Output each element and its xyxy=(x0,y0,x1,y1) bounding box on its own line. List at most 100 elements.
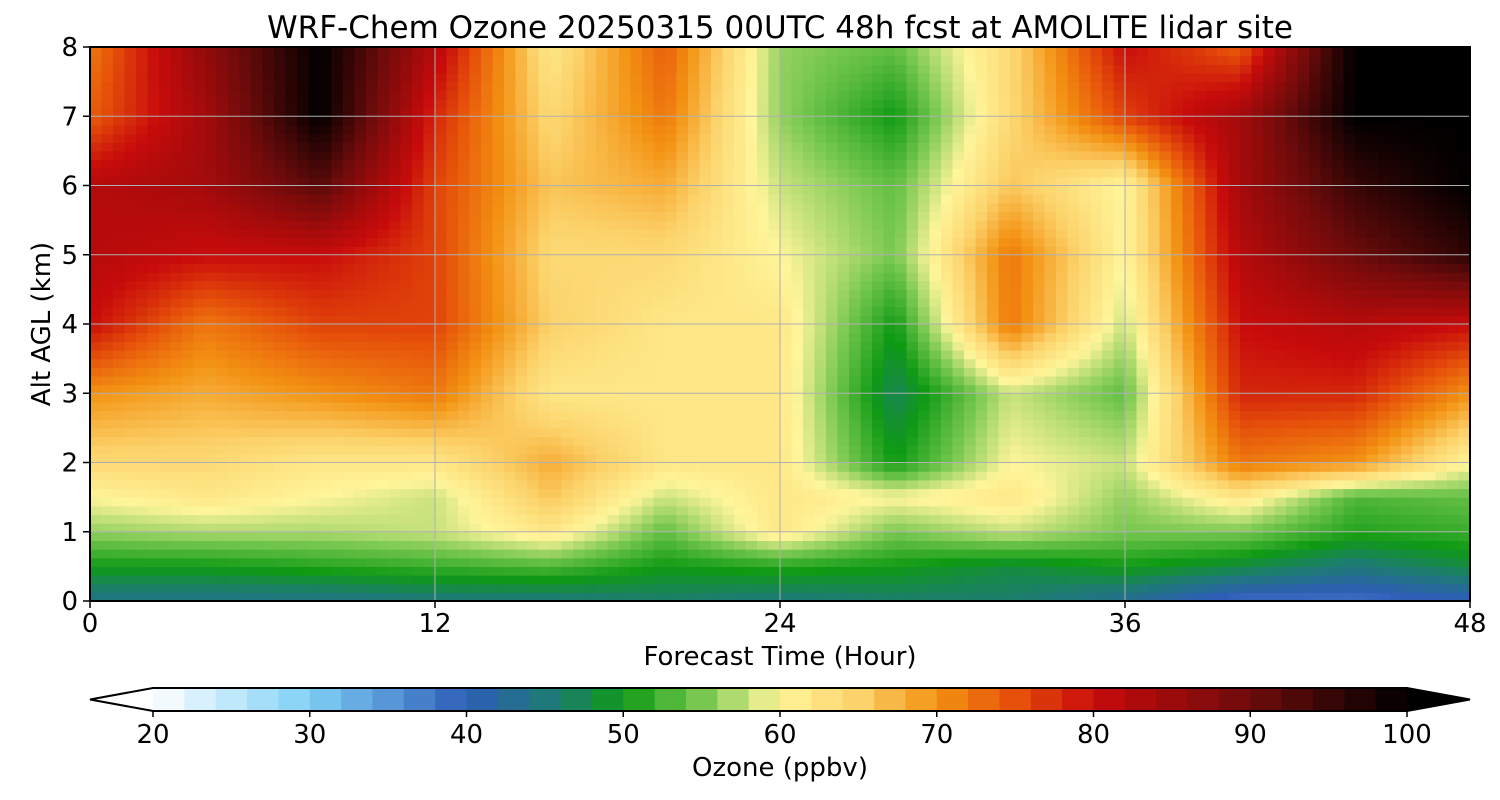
heatmap-cell xyxy=(527,349,540,360)
heatmap-cell xyxy=(803,384,816,394)
heatmap-cell xyxy=(757,471,770,481)
heatmap-cell xyxy=(113,566,126,576)
heatmap-cell xyxy=(320,514,333,524)
heatmap-cell xyxy=(941,531,954,542)
heatmap-cell xyxy=(1067,479,1080,490)
heatmap-cell xyxy=(1033,436,1046,446)
heatmap-cell xyxy=(987,583,1000,593)
heatmap-cell xyxy=(262,367,275,377)
heatmap-cell xyxy=(343,289,356,299)
heatmap-cell xyxy=(814,436,827,446)
heatmap-cell xyxy=(1125,540,1138,550)
heatmap-cell xyxy=(1355,427,1368,438)
heatmap-cell xyxy=(676,445,689,455)
heatmap-cell xyxy=(1343,497,1356,507)
heatmap-cell xyxy=(1343,272,1356,282)
heatmap-cell xyxy=(1033,497,1046,507)
heatmap-cell xyxy=(1102,246,1115,256)
heatmap-cell xyxy=(1217,549,1230,559)
heatmap-cell xyxy=(561,315,574,325)
heatmap-cell xyxy=(1320,341,1333,351)
heatmap-cell xyxy=(1010,583,1023,593)
heatmap-cell xyxy=(872,324,885,334)
heatmap-cell xyxy=(952,497,965,507)
heatmap-cell xyxy=(389,332,402,342)
heatmap-cell xyxy=(1194,453,1207,464)
heatmap-cell xyxy=(665,315,678,325)
heatmap-cell xyxy=(1021,427,1034,438)
heatmap-cell xyxy=(573,384,586,394)
heatmap-cell xyxy=(538,254,551,265)
heatmap-cell xyxy=(1401,540,1414,550)
heatmap-cell xyxy=(239,488,252,498)
heatmap-cell xyxy=(918,367,931,377)
heatmap-cell xyxy=(1447,549,1460,559)
heatmap-cell xyxy=(826,514,839,524)
heatmap-cell xyxy=(561,306,574,316)
heatmap-cell xyxy=(607,384,620,394)
heatmap-cell xyxy=(136,436,149,446)
heatmap-cell xyxy=(193,592,206,601)
heatmap-cell xyxy=(1079,488,1092,498)
heatmap-cell xyxy=(1389,272,1402,282)
heatmap-cell xyxy=(1435,315,1448,325)
heatmap-cell xyxy=(883,384,896,394)
heatmap-cell xyxy=(780,462,793,472)
heatmap-cell xyxy=(1309,505,1322,516)
heatmap-cell xyxy=(1194,505,1207,516)
heatmap-cell xyxy=(389,557,402,567)
heatmap-cell xyxy=(377,540,390,550)
heatmap-cell xyxy=(1320,246,1333,256)
heatmap-cell xyxy=(929,358,942,368)
heatmap-cell xyxy=(642,462,655,472)
heatmap-cell xyxy=(1355,583,1368,593)
heatmap-cell xyxy=(1056,514,1069,524)
heatmap-cell xyxy=(435,514,448,524)
heatmap-cell xyxy=(803,375,816,386)
heatmap-cell xyxy=(929,419,942,429)
heatmap-cell xyxy=(331,479,344,490)
heatmap-cell xyxy=(1309,384,1322,394)
heatmap-cell xyxy=(872,332,885,342)
heatmap-cell xyxy=(699,419,712,429)
heatmap-cell xyxy=(308,445,321,455)
heatmap-cell xyxy=(412,575,425,585)
heatmap-cell xyxy=(630,401,643,412)
heatmap-cell xyxy=(1297,341,1310,351)
heatmap-cell xyxy=(1332,358,1345,368)
heatmap-cell xyxy=(1412,566,1425,576)
heatmap-cell xyxy=(320,367,333,377)
heatmap-cell xyxy=(1090,280,1103,290)
heatmap-cell xyxy=(159,540,172,550)
heatmap-cell xyxy=(699,549,712,559)
heatmap-cell xyxy=(90,280,103,290)
heatmap-cell xyxy=(814,505,827,516)
heatmap-cell xyxy=(676,531,689,542)
heatmap-cell xyxy=(481,419,494,429)
heatmap-cell xyxy=(113,306,126,316)
heatmap-cell xyxy=(1447,557,1460,567)
heatmap-cell xyxy=(515,566,528,576)
heatmap-cell xyxy=(1021,393,1034,403)
heatmap-cell xyxy=(803,393,816,403)
heatmap-cell xyxy=(182,358,195,368)
heatmap-cell xyxy=(159,453,172,464)
heatmap-cell xyxy=(1113,514,1126,524)
heatmap-cell xyxy=(780,410,793,420)
heatmap-cell xyxy=(1343,393,1356,403)
heatmap-cell xyxy=(929,280,942,290)
heatmap-cell xyxy=(1090,332,1103,342)
heatmap-cell xyxy=(872,349,885,360)
heatmap-cell xyxy=(527,557,540,567)
heatmap-cell xyxy=(975,445,988,455)
heatmap-cell xyxy=(561,289,574,299)
heatmap-cell xyxy=(791,505,804,516)
heatmap-cell xyxy=(584,566,597,576)
heatmap-cell xyxy=(653,436,666,446)
heatmap-cell xyxy=(711,272,724,282)
heatmap-cell xyxy=(975,341,988,351)
heatmap-cell xyxy=(791,358,804,368)
heatmap-cell xyxy=(1148,445,1161,455)
heatmap-cell xyxy=(814,393,827,403)
heatmap-cell xyxy=(607,445,620,455)
